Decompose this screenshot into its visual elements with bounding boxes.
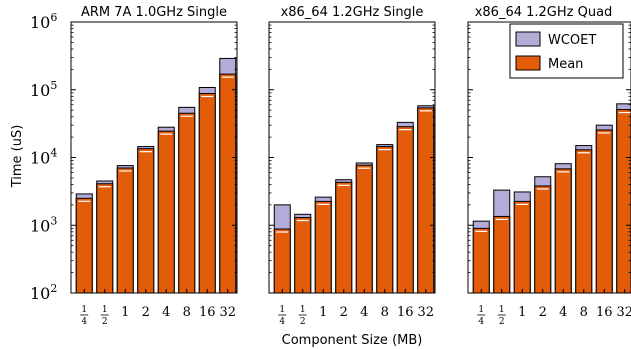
bar-mean [314, 200, 332, 294]
bar-mean [335, 181, 353, 294]
x-tick-label: 2 [102, 317, 108, 327]
panel-title: ARM 7A 1.0GHz Single [81, 5, 227, 20]
legend-swatch-mean [515, 55, 541, 71]
x-axis-label: Component Size (MB) [282, 333, 423, 348]
bar-mean [534, 185, 552, 294]
x-tick-label: 16 [397, 305, 414, 320]
x-tick-label: 1 [499, 305, 505, 315]
bar-mean [157, 130, 175, 294]
x-tick-label: 1 [300, 305, 306, 315]
x-tick-label: 4 [478, 317, 484, 327]
bar-mean [294, 217, 312, 294]
y-tick-label: 105 [30, 79, 57, 100]
legend-label-wcoet: WCOET [548, 33, 596, 48]
bar-mean [575, 149, 593, 294]
x-tick-label: 4 [162, 305, 170, 320]
x-tick-label: 16 [596, 305, 613, 320]
x-tick-label: 8 [381, 305, 389, 320]
panel-frame [467, 21, 631, 294]
bar-mean [219, 73, 237, 294]
y-tick-label: 104 [30, 147, 57, 168]
x-tick-label: 1 [121, 305, 129, 320]
bar-mean [355, 164, 373, 294]
x-tick-label: 8 [183, 305, 191, 320]
x-tick-label: 1 [81, 305, 87, 315]
x-tick-label: 2 [499, 317, 505, 327]
x-tick-label: 2 [340, 305, 348, 320]
x-tick-label: 16 [199, 305, 216, 320]
x-tick-label: 1 [518, 305, 526, 320]
bar-mean [137, 148, 155, 294]
x-tick-label: 2 [539, 305, 547, 320]
bar-mean [595, 129, 613, 294]
legend-swatch-wcoet [515, 31, 541, 47]
x-tick-label: 32 [219, 305, 236, 320]
bar-mean [554, 168, 572, 294]
bar-mean [513, 200, 531, 294]
x-tick-label: 1 [102, 305, 108, 315]
x-tick-label: 8 [580, 305, 588, 320]
x-tick-label: 1 [279, 305, 285, 315]
x-tick-label: 2 [300, 317, 306, 327]
x-tick-label: 1 [319, 305, 327, 320]
bar-mean [273, 228, 291, 294]
x-tick-label: 4 [81, 317, 87, 327]
bar-mean [75, 197, 93, 294]
y-tick-label: 106 [30, 11, 57, 32]
bar-mean [493, 215, 511, 294]
bar-mean [116, 167, 134, 294]
bar-mean [396, 126, 414, 294]
y-tick-label: 103 [30, 214, 57, 235]
bar-mean [417, 107, 435, 294]
x-tick-label: 4 [360, 305, 368, 320]
panel-title: x86_64 1.2GHz Single [281, 5, 424, 20]
panel-frame [268, 21, 436, 294]
legend-label-mean: Mean [548, 57, 583, 72]
panel-frame [70, 21, 238, 294]
x-tick-label: 4 [279, 317, 285, 327]
y-axis-label: Time (uS) [10, 125, 25, 189]
x-tick-label: 32 [616, 305, 631, 320]
x-tick-label: 4 [559, 305, 567, 320]
panel-title: x86_64 1.2GHz Quad [475, 5, 613, 20]
bar-mean [96, 183, 114, 294]
legend: WCOET Mean [509, 23, 624, 79]
x-tick-label: 32 [417, 305, 434, 320]
bar-mean [178, 112, 196, 294]
bar-mean [472, 227, 490, 294]
y-tick-label: 102 [30, 282, 57, 303]
bar-mean [376, 146, 394, 294]
x-tick-label: 2 [142, 305, 150, 320]
x-tick-label: 1 [478, 305, 484, 315]
bar-mean [198, 93, 216, 294]
